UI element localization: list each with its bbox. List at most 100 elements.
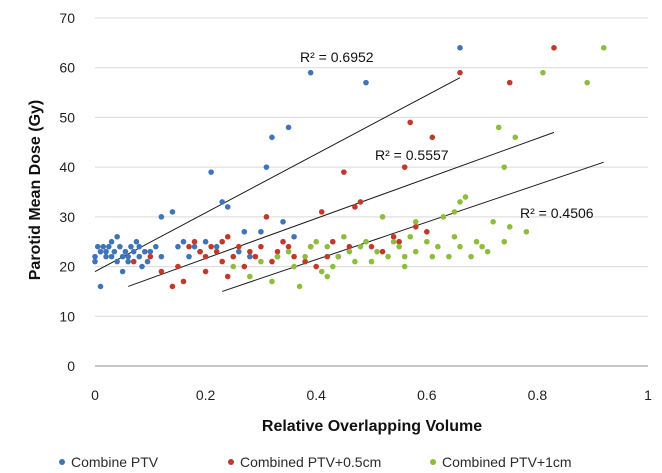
data-point xyxy=(186,243,192,250)
data-point xyxy=(341,169,347,175)
x-tick-label: 0.2 xyxy=(196,387,216,403)
trendline xyxy=(128,131,555,287)
data-point xyxy=(390,238,397,245)
data-point xyxy=(219,199,225,205)
data-point xyxy=(191,243,198,250)
data-point xyxy=(269,278,275,285)
data-point xyxy=(307,69,314,76)
data-point xyxy=(291,233,297,240)
data-point xyxy=(103,248,109,255)
data-point xyxy=(473,238,480,245)
data-point xyxy=(241,263,248,270)
data-point xyxy=(141,248,148,255)
data-point xyxy=(202,268,209,275)
data-point xyxy=(451,209,458,215)
data-point xyxy=(401,263,408,270)
data-point xyxy=(219,258,225,265)
data-point xyxy=(258,228,264,235)
data-point xyxy=(307,243,314,250)
data-point xyxy=(401,164,408,170)
data-point xyxy=(335,253,342,260)
data-point xyxy=(191,238,198,245)
data-point xyxy=(285,248,292,255)
data-point xyxy=(363,79,369,86)
trendline xyxy=(94,77,461,272)
x-tick-label: 0 xyxy=(91,387,99,403)
x-axis-title: Relative Overlapping Volume xyxy=(262,418,482,435)
data-point xyxy=(551,45,557,51)
data-point xyxy=(280,219,286,225)
data-point xyxy=(202,238,209,245)
data-point xyxy=(269,134,275,141)
data-point xyxy=(224,204,231,210)
data-point xyxy=(324,243,331,250)
data-point xyxy=(379,214,386,220)
data-point xyxy=(280,238,286,245)
data-point xyxy=(263,164,270,170)
data-point xyxy=(180,238,187,245)
data-point xyxy=(128,243,134,250)
data-point xyxy=(235,243,242,250)
data-point xyxy=(219,238,225,245)
data-point xyxy=(495,124,502,131)
data-point xyxy=(117,243,123,250)
data-point xyxy=(119,268,126,275)
r2-label: R² = 0.5557 xyxy=(375,147,449,163)
data-point xyxy=(379,248,386,255)
data-point xyxy=(462,194,469,200)
data-point xyxy=(111,248,118,255)
data-point xyxy=(501,238,508,245)
data-point xyxy=(318,268,325,275)
data-point xyxy=(169,283,176,290)
data-point xyxy=(457,45,463,51)
data-point xyxy=(584,79,590,86)
data-point xyxy=(324,253,331,260)
legend-marker xyxy=(430,459,436,465)
data-point xyxy=(208,243,214,250)
y-tick-label: 60 xyxy=(59,60,75,76)
data-point xyxy=(247,253,253,260)
data-point xyxy=(512,134,519,141)
data-point xyxy=(133,238,140,245)
data-point xyxy=(324,273,331,280)
data-point xyxy=(97,283,104,290)
data-point xyxy=(412,219,419,225)
data-point xyxy=(501,164,508,170)
data-point xyxy=(291,253,297,260)
data-point xyxy=(108,238,115,245)
data-point xyxy=(130,248,137,255)
data-point xyxy=(103,253,109,260)
data-point xyxy=(213,248,220,255)
data-point xyxy=(100,243,107,250)
data-point xyxy=(318,209,325,215)
legend-marker xyxy=(228,459,234,465)
data-point xyxy=(302,253,308,260)
data-point xyxy=(506,224,513,230)
data-point xyxy=(169,209,176,215)
data-point xyxy=(175,243,181,250)
data-point xyxy=(175,263,181,270)
data-point xyxy=(479,243,485,250)
data-point xyxy=(106,243,112,250)
data-point xyxy=(600,45,607,51)
data-point xyxy=(147,253,154,260)
data-point xyxy=(368,243,375,250)
data-point xyxy=(274,248,281,255)
data-point xyxy=(302,258,308,265)
r2-labels: R² = 0.6952 R² = 0.5557 R² = 0.4506 xyxy=(300,49,594,221)
legend-label: Combined PTV+1cm xyxy=(442,454,572,470)
data-point xyxy=(144,258,151,265)
data-point xyxy=(446,253,452,260)
data-point xyxy=(235,248,242,255)
data-point xyxy=(125,258,131,265)
data-point xyxy=(468,253,474,260)
x-tick-label: 0.6 xyxy=(417,387,437,403)
data-point xyxy=(247,248,253,255)
data-point xyxy=(484,248,491,255)
data-point xyxy=(92,258,98,265)
x-tick-label: 1 xyxy=(644,387,652,403)
y-tick-label: 30 xyxy=(59,209,75,225)
data-point xyxy=(374,248,380,255)
data-point xyxy=(94,243,101,250)
